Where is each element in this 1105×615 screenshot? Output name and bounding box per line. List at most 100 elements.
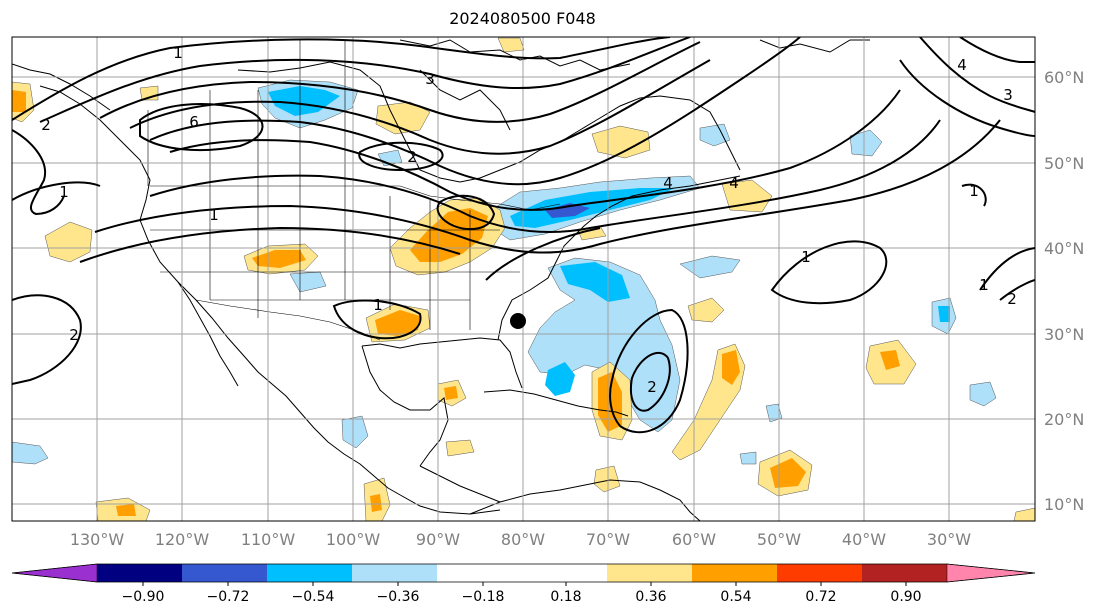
- coast-hispaniola: [599, 409, 629, 417]
- contour-left-3: [12, 181, 101, 201]
- colorbar: −0.90 −0.72 −0.54 −0.36 −0.18 0.18 0.36 …: [11, 563, 1036, 605]
- colorbar-tick-label: −0.72: [207, 589, 250, 605]
- contour-label: 4: [663, 174, 673, 192]
- shade-greenland-1: [849, 129, 883, 157]
- shade-gulf-yellow-core: [444, 386, 458, 400]
- shade-southeast-core: [560, 262, 630, 302]
- shade-atlantic-1: [679, 255, 741, 279]
- coast-cuba: [483, 389, 601, 411]
- contour-label: 1: [801, 248, 811, 266]
- colorbar-tick-label: −0.90: [122, 589, 165, 605]
- contour-label: 4: [729, 174, 739, 192]
- colorbar-cell-3: [267, 564, 352, 582]
- shade-bahamas-core: [545, 362, 575, 396]
- contour-upper-right: [959, 37, 1035, 63]
- shade-sa-small: [593, 465, 621, 493]
- colorbar-tick-label: 0.18: [550, 589, 581, 605]
- lon-label: 80°W: [501, 530, 545, 549]
- contour-label: 1: [969, 182, 979, 200]
- shade-atlantic-3: [969, 381, 997, 407]
- contour-label: 1: [209, 206, 219, 224]
- coast-baja: [177, 281, 239, 387]
- contour-label: 1: [59, 183, 69, 201]
- lat-label: 40°N: [1044, 239, 1084, 258]
- shade-southeast: [527, 257, 681, 433]
- lon-label: 110°W: [241, 530, 296, 549]
- contour-jet-6: [169, 89, 901, 211]
- gridlines: [12, 37, 1035, 521]
- map-title: 2024080500 F048: [449, 9, 596, 28]
- contour-left-1: [12, 129, 65, 216]
- lon-label: 60°W: [672, 530, 716, 549]
- contour-label: 4: [957, 56, 967, 74]
- contour-jet-5: [149, 37, 801, 186]
- shade-atl-east-core: [880, 350, 900, 370]
- contour-atl-1: [770, 240, 888, 305]
- shade-northeast-deep: [545, 203, 590, 218]
- colorbar-tick-label: 0.72: [805, 589, 836, 605]
- colorbar-outline: [11, 563, 1036, 583]
- contour-east-coast: [485, 227, 601, 281]
- lon-label: 70°W: [586, 530, 630, 549]
- shade-plains-core: [252, 250, 306, 268]
- contour-label: 1: [979, 276, 989, 294]
- contour-label: 2: [1007, 290, 1017, 308]
- lon-label: 100°W: [326, 530, 381, 549]
- colorbar-cell-8: [777, 564, 862, 582]
- contour-jet-3: [99, 41, 701, 123]
- colorbar-tick-label: −0.54: [292, 589, 335, 605]
- lat-label: 30°N: [1044, 325, 1084, 344]
- coast-yucatan: [361, 345, 449, 467]
- map-frame: [11, 36, 1036, 522]
- contour-label: 3: [1003, 86, 1013, 104]
- lat-label: 10°N: [1044, 495, 1084, 514]
- contour-ring-small-2: [358, 141, 444, 172]
- contour-ohio: [436, 194, 496, 231]
- colorbar-cell-7: [692, 564, 777, 582]
- contour-jet-4: [129, 59, 711, 155]
- shade-arctic-top: [497, 37, 525, 53]
- border-states-1: [209, 186, 471, 330]
- colorbar-cell-1: [97, 564, 182, 582]
- contour-ring-6: [139, 103, 264, 152]
- colorbar-ticks: [142, 582, 907, 586]
- lon-label: 50°W: [757, 530, 801, 549]
- colorbar-tick-label: −0.18: [462, 589, 505, 605]
- shade-gulf-small: [341, 415, 369, 449]
- contour-jet-1: [12, 37, 671, 121]
- shade-atlantic-2-core: [938, 306, 950, 322]
- lat-label: 50°N: [1044, 154, 1084, 173]
- lon-label: 40°W: [842, 530, 886, 549]
- colorbar-cell-10: [946, 563, 1036, 583]
- contour-label: 1: [373, 296, 383, 314]
- contour-storm-2: [630, 351, 671, 412]
- coast-arctic-2: [419, 69, 511, 131]
- lon-label: 120°W: [155, 530, 210, 549]
- lat-label: 60°N: [1044, 68, 1084, 87]
- contour-atl-small: [961, 183, 987, 207]
- lon-label: 30°W: [927, 530, 971, 549]
- coast-arctic-1: [399, 39, 631, 71]
- shade-west-edge-core: [12, 90, 26, 112]
- contour-jet-8: [94, 119, 1001, 254]
- contour-label: 1: [173, 44, 183, 62]
- lat-label: 20°N: [1044, 410, 1084, 429]
- contour-label-layer: 1 6 3 2 1 1 4 3 4 1 1 2 2 2 1 2 1 4: [41, 44, 1017, 396]
- contour-label: 2: [69, 326, 79, 344]
- lon-label: 90°W: [416, 530, 460, 549]
- contour-left-2: [12, 294, 82, 385]
- contour-label: 2: [647, 378, 657, 396]
- shade-pacific-s-core: [116, 504, 136, 516]
- coast-hudson: [237, 61, 741, 183]
- coast-east: [497, 175, 741, 341]
- shade-hudson-bay-core: [268, 86, 340, 116]
- contour-label: 6: [189, 113, 199, 131]
- contour-jet-7: [149, 119, 941, 233]
- colorbar-tick-labels: −0.90 −0.72 −0.54 −0.36 −0.18 0.18 0.36 …: [122, 589, 922, 605]
- shade-south-plains-core: [375, 310, 420, 336]
- lon-axis: 130°W 120°W 110°W 100°W 90°W 80°W 70°W 6…: [70, 530, 971, 549]
- anomaly-shading: [12, 37, 1035, 521]
- shade-pacific-nw: [44, 221, 93, 263]
- shade-atl-band-core: [722, 350, 740, 385]
- storm-center-marker: [510, 313, 526, 329]
